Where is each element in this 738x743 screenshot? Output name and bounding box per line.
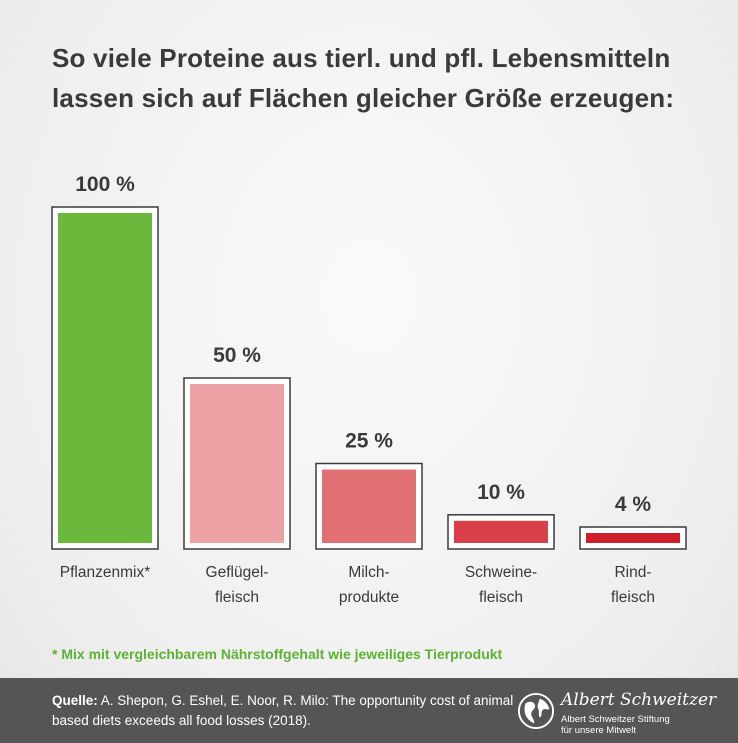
chart-title: So viele Proteine aus tierl. und pfl. Le… (52, 38, 712, 118)
source-citation: Quelle: A. Shepon, G. Eshel, E. Noor, R.… (52, 691, 522, 731)
bar-value-label: 100 % (75, 173, 135, 196)
category-label: Pflanzenmix* (60, 564, 150, 581)
category-label: fleisch (215, 589, 259, 606)
footnote: * Mix mit vergleichbarem Nährstoffgehalt… (52, 646, 503, 662)
category-label: produkte (339, 589, 399, 606)
bar (322, 469, 416, 543)
bar-value-label: 10 % (477, 481, 525, 504)
category-label: Geflügel- (206, 564, 269, 581)
bar-value-label: 4 % (615, 493, 652, 516)
source-text: A. Shepon, G. Eshel, E. Noor, R. Milo: T… (52, 693, 514, 728)
chart-title-line-2: lassen sich auf Flächen gleicher Größe e… (52, 83, 675, 113)
globe-icon (517, 692, 555, 730)
bar-chart: 100 % Pflanzenmix* 50 % Geflügel-fleisch 25 … (51, 173, 687, 606)
category-label: fleisch (479, 589, 523, 606)
bar (586, 533, 680, 543)
category-label: Rind- (614, 564, 651, 581)
bar-value-label: 50 % (213, 344, 261, 367)
category-label: Schweine- (465, 564, 537, 581)
brand-script: Albert Schweitzer (561, 690, 717, 710)
bar (58, 213, 152, 543)
bar (190, 384, 284, 543)
bar (454, 520, 548, 543)
chart-title-line-1: So viele Proteine aus tierl. und pfl. Le… (52, 43, 671, 73)
source-label: Quelle: (52, 693, 98, 708)
brand-tagline: für unsere Mitwelt (561, 725, 636, 736)
bar-value-label: 25 % (345, 430, 393, 453)
brand-name: Albert Schweitzer Stiftung (561, 714, 670, 725)
footer-bar: Quelle: A. Shepon, G. Eshel, E. Noor, R.… (0, 678, 738, 743)
category-label: Milch- (348, 564, 389, 581)
brand-logo[interactable]: Albert Schweitzer Albert Schweitzer Stif… (517, 690, 727, 736)
category-label: fleisch (611, 589, 655, 606)
